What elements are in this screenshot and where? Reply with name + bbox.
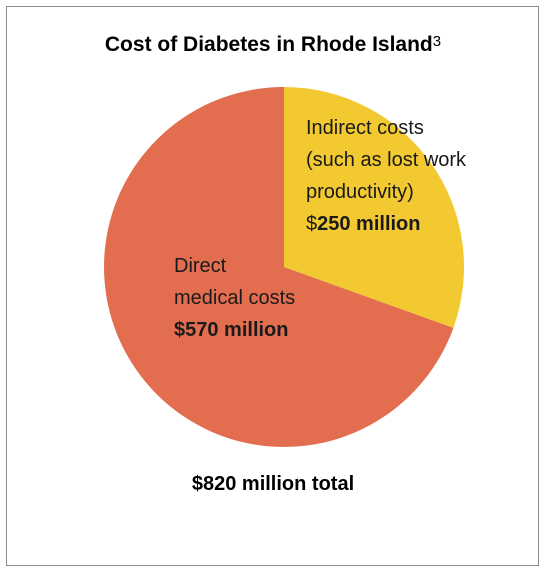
total-label: $820 million total <box>191 473 355 495</box>
slice-value-indirect: $250 million <box>306 208 506 240</box>
slice-label-indirect-line-2: (such as lost work <box>306 149 467 171</box>
slice-label-direct-line-2: medical costs <box>174 287 296 309</box>
pie-slice-indirect <box>284 87 465 328</box>
pie-chart <box>104 87 465 448</box>
slice-label-indirect: Indirect costs (such as lost work produc… <box>306 112 506 240</box>
chart-title-footnote: 3 <box>432 33 442 50</box>
chart-title: Cost of Diabetes in Rhode Island3 <box>0 33 546 57</box>
slice-value-direct-amount: $570 million <box>174 319 289 341</box>
slice-label-direct: Direct medical costs $570 million <box>174 250 364 346</box>
slice-value-indirect-amount: 250 million <box>317 213 421 235</box>
slice-label-indirect-line-1: Indirect costs <box>306 117 424 139</box>
slice-label-indirect-line-3: productivity) <box>306 181 414 203</box>
slice-value-direct: $570 million <box>174 314 364 346</box>
pie-slice-direct <box>104 87 454 448</box>
slice-value-indirect-prefix: $ <box>306 213 318 235</box>
slice-label-direct-line-1: Direct <box>174 255 227 277</box>
chart-title-text: Cost of Diabetes in Rhode Island <box>104 33 433 56</box>
